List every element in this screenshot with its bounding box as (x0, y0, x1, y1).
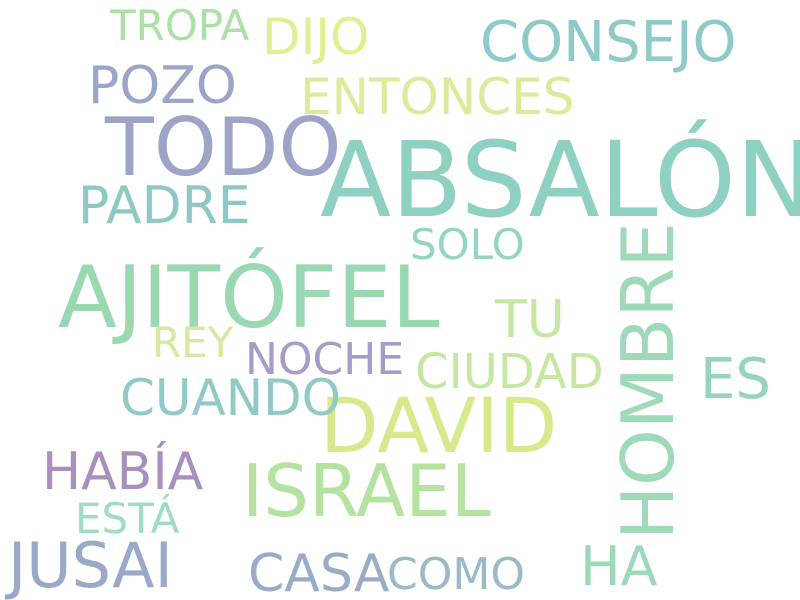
word-pozo: POZO (88, 56, 237, 116)
word-absalon: ABSALÓN (320, 119, 800, 241)
word-es: ES (700, 347, 771, 412)
word-tropa: TROPA (110, 1, 250, 50)
word-habia: HABÍA (42, 442, 204, 502)
word-tu: TU (495, 290, 565, 350)
word-como: COMO (387, 549, 525, 600)
word-dijo: DIJO (262, 8, 370, 66)
word-hombre: HOMBRE (606, 222, 690, 540)
word-ajitofel: AJITÓFEL (58, 248, 440, 348)
word-david: DAVID (320, 381, 558, 470)
word-casa: CASA (248, 544, 390, 600)
word-padre: PADRE (78, 176, 251, 236)
word-israel: ISRAEL (242, 449, 491, 533)
word-rey: REY (152, 318, 234, 367)
word-noche: NOCHE (245, 334, 405, 385)
word-cuando: CUANDO (120, 369, 341, 427)
word-consejo: CONSEJO (480, 10, 737, 75)
word-jusai: JUSAI (8, 529, 173, 600)
word-todo: TODO (105, 101, 342, 194)
word-ha: HA (580, 535, 658, 598)
word-esta: ESTÁ (75, 494, 180, 543)
word-ciudad: CIUDAD (415, 344, 604, 400)
word-entonces: ENTONCES (300, 68, 575, 126)
word-solo: SOLO (410, 220, 525, 269)
